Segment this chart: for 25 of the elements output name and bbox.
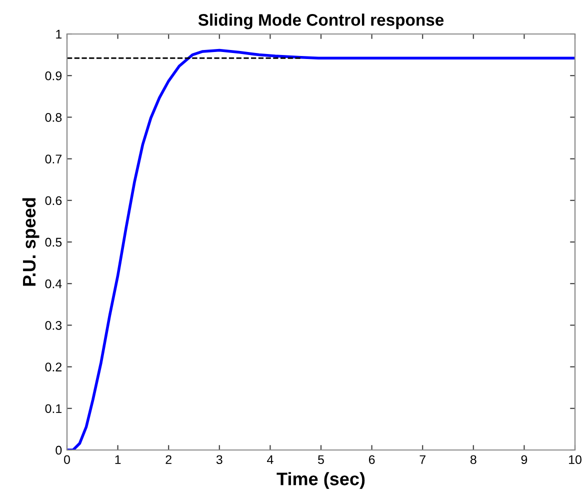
x-tick-label: 10 bbox=[569, 455, 582, 464]
x-tick-label: 4 bbox=[267, 455, 274, 464]
y-tick-label: 0 bbox=[56, 446, 62, 455]
x-tick-label: 7 bbox=[420, 455, 426, 464]
y-tick-label: 0.1 bbox=[45, 404, 62, 414]
y-axis-title: P.U. speed bbox=[22, 198, 40, 286]
chart-title: Sliding Mode Control response bbox=[198, 14, 444, 30]
x-tick-label: 9 bbox=[521, 455, 528, 464]
y-tick-label: 0.3 bbox=[45, 321, 62, 330]
x-tick-label: 8 bbox=[470, 455, 476, 464]
y-tick-label: 0.5 bbox=[45, 238, 62, 247]
x-tick-label: 5 bbox=[318, 455, 324, 464]
x-tick-label: 3 bbox=[216, 455, 222, 464]
x-tick-label: 0 bbox=[64, 455, 70, 464]
y-tick-label: 0.2 bbox=[45, 362, 62, 372]
x-axis-title: Time (sec) bbox=[276, 472, 365, 489]
y-tick-label: 0.4 bbox=[45, 279, 62, 288]
x-tick-label: 6 bbox=[368, 455, 375, 464]
y-tick-label: 1 bbox=[56, 30, 62, 39]
y-tick-label: 0.6 bbox=[45, 196, 62, 206]
y-tick-label: 0.7 bbox=[45, 154, 62, 164]
x-tick-label: 1 bbox=[115, 455, 121, 464]
y-tick-label: 0.8 bbox=[45, 113, 62, 122]
y-tick-label: 0.9 bbox=[45, 71, 62, 80]
x-tick-label: 2 bbox=[166, 455, 172, 464]
